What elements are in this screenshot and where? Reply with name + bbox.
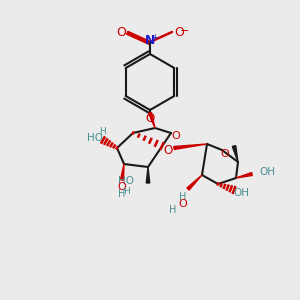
Polygon shape: [174, 144, 207, 149]
Text: O: O: [174, 26, 184, 38]
Text: O: O: [178, 199, 188, 209]
Polygon shape: [187, 175, 202, 190]
Text: HO: HO: [118, 176, 134, 186]
Text: −: −: [180, 26, 190, 36]
Text: OH: OH: [259, 167, 275, 177]
Text: O: O: [164, 145, 172, 158]
Text: O: O: [172, 131, 180, 141]
Text: O: O: [116, 26, 126, 38]
Text: O: O: [220, 149, 230, 159]
Text: O: O: [118, 182, 126, 192]
Polygon shape: [232, 146, 238, 162]
Text: H: H: [123, 188, 129, 196]
Polygon shape: [121, 164, 124, 180]
Text: OH: OH: [233, 188, 249, 198]
Text: N: N: [145, 34, 155, 47]
Polygon shape: [148, 112, 155, 128]
Text: HO: HO: [87, 133, 103, 143]
Text: H: H: [99, 127, 105, 136]
Text: +: +: [152, 34, 158, 43]
Text: O: O: [146, 112, 154, 125]
Text: H: H: [179, 192, 187, 202]
Text: H: H: [118, 189, 126, 199]
Polygon shape: [146, 167, 150, 183]
Text: H: H: [169, 205, 176, 215]
Polygon shape: [236, 172, 252, 178]
